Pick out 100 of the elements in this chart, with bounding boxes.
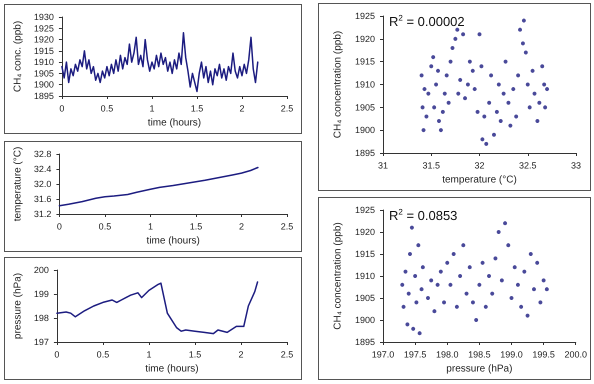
y-tick-label: 31.2 <box>34 209 52 219</box>
y-tick-label: 1905 <box>354 102 375 112</box>
point <box>470 300 475 304</box>
point <box>442 300 446 304</box>
x-tick-label: 197.5 <box>404 350 426 360</box>
point <box>512 265 517 270</box>
point <box>519 304 524 309</box>
point <box>445 260 450 265</box>
y-tick-label: 1900 <box>354 125 375 136</box>
point <box>403 270 408 274</box>
point <box>468 265 472 270</box>
x-tick-label: 198.0 <box>436 350 459 360</box>
x-tick-label: 0 <box>56 222 62 232</box>
point <box>522 270 526 274</box>
y-tick-label: 1900 <box>354 315 375 325</box>
y-axis-title: CH₄ concentration (ppb) <box>332 30 344 138</box>
point <box>429 278 434 282</box>
point <box>490 292 494 296</box>
y-tick-label: 32.4 <box>34 164 52 174</box>
y-tick-label: 1920 <box>354 227 375 237</box>
y-tick-label: 1925 <box>34 23 54 34</box>
y-axis-title: pressure (hPa) <box>12 272 24 340</box>
y-tick-label: 1915 <box>34 46 54 56</box>
point <box>454 304 459 309</box>
point <box>420 265 425 270</box>
point <box>420 287 424 292</box>
y-tick-label: 1895 <box>34 91 54 101</box>
x-axis-title: time (hours) <box>148 118 202 128</box>
x-tick-label: 31.5 <box>422 160 440 170</box>
point <box>477 282 482 287</box>
x-tick-label: 0.5 <box>100 104 114 114</box>
point <box>400 282 404 287</box>
point <box>458 274 462 278</box>
y-tick-label: 1895 <box>354 148 375 158</box>
point <box>426 296 430 300</box>
point <box>526 314 530 318</box>
y-tick-label: 1930 <box>34 12 54 22</box>
x-tick-label: 1 <box>149 104 154 114</box>
x-tick-label: 200.0 <box>564 350 588 360</box>
point <box>500 278 504 282</box>
x-tick-label: 1.5 <box>190 104 204 114</box>
x-tick-label: 2 <box>238 350 244 360</box>
point <box>432 309 436 314</box>
x-tick-label: 1.5 <box>188 350 202 360</box>
y-tick-label: 1925 <box>354 205 375 215</box>
point <box>528 252 533 256</box>
x-tick-label: 0 <box>54 350 60 360</box>
y-tick-label: 1895 <box>354 337 375 347</box>
y-tick-label: 32.0 <box>34 179 52 189</box>
point <box>544 287 549 292</box>
x-tick-label: 33 <box>570 160 582 170</box>
point <box>411 326 416 331</box>
point <box>532 287 536 292</box>
y-axis-title: CH₄ concentration (ppb) <box>332 222 344 330</box>
x-tick-label: 2.5 <box>280 104 294 114</box>
point <box>418 331 422 336</box>
y-tick-label: 198 <box>34 313 49 323</box>
y-tick-label: 1910 <box>354 271 375 281</box>
y-tick-label: 1910 <box>354 80 375 90</box>
point <box>538 300 542 304</box>
x-tick-label: 199.5 <box>532 350 555 360</box>
y-tick-label: 1905 <box>34 68 54 78</box>
x-tick-label: 32 <box>474 160 485 170</box>
x-tick-label: 197.0 <box>372 350 394 360</box>
line-series <box>56 281 258 334</box>
x-tick-label: 199.0 <box>500 350 523 360</box>
point <box>461 243 466 248</box>
x-tick-label: 0 <box>59 104 64 114</box>
point <box>503 221 508 226</box>
point <box>438 270 443 274</box>
x-tick-label: 2.5 <box>280 350 294 360</box>
point <box>474 318 478 322</box>
point <box>496 230 501 234</box>
point <box>406 292 411 296</box>
y-tick-label: 31.6 <box>34 194 52 204</box>
y-tick-label: 197 <box>34 337 49 347</box>
point <box>410 226 414 230</box>
x-tick-label: 1 <box>146 350 152 360</box>
point <box>487 274 492 278</box>
y-tick-label: 1905 <box>354 293 375 303</box>
point <box>535 260 540 265</box>
point <box>516 282 520 287</box>
point <box>509 296 514 300</box>
point <box>480 260 485 265</box>
point <box>413 274 418 278</box>
y-tick-label: 199 <box>34 289 49 299</box>
point <box>448 282 452 287</box>
y-tick-label: 1915 <box>354 249 375 259</box>
y-tick-label: 1910 <box>34 57 54 68</box>
point <box>416 243 420 248</box>
point <box>402 304 406 309</box>
x-tick-label: 1.5 <box>190 222 202 232</box>
line-series <box>61 32 258 92</box>
point <box>452 252 456 256</box>
x-tick-label: 32.5 <box>518 160 537 170</box>
y-tick-label: 1915 <box>354 56 375 67</box>
y-axis-title: temperature (°C) <box>12 146 24 222</box>
x-tick-label: 198.5 <box>468 350 491 360</box>
y-tick-label: 1925 <box>354 11 375 21</box>
y-tick-label: 200 <box>34 265 49 275</box>
